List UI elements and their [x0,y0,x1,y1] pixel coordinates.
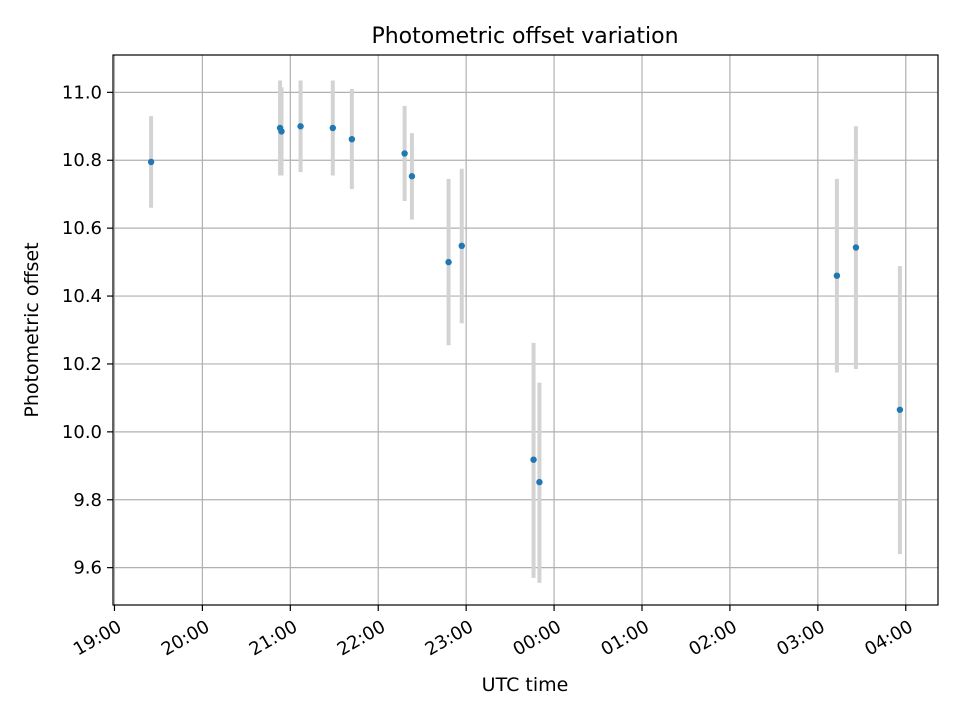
y-tick-label: 10.2 [62,354,102,375]
data-point [401,150,408,157]
data-point [458,242,465,250]
y-tick-label: 9.8 [73,490,102,511]
y-tick-label: 11.0 [62,82,102,103]
x-axis-label: UTC time [482,674,569,696]
data-point [445,258,452,266]
data-point [530,456,537,463]
data-point [147,158,155,166]
data-point [408,173,416,180]
grid [113,55,938,605]
y-axis-label: Photometric offset [21,242,43,417]
y-tick-label: 9.6 [73,558,102,579]
y-tick-label: 10.8 [62,150,102,171]
chart-title: Photometric offset variation [371,24,678,49]
axes-frame [112,54,939,606]
y-tick-label: 10.4 [62,286,102,307]
data-point [852,244,860,251]
data-point [536,478,543,486]
data-point [329,124,337,132]
data-point [896,406,904,413]
data-point [278,128,285,135]
data-point [348,135,356,143]
data-points [147,123,904,486]
y-tick-label: 10.6 [62,218,102,239]
y-tick-label: 10.0 [62,422,102,443]
data-point [833,272,841,279]
data-point [297,123,304,130]
